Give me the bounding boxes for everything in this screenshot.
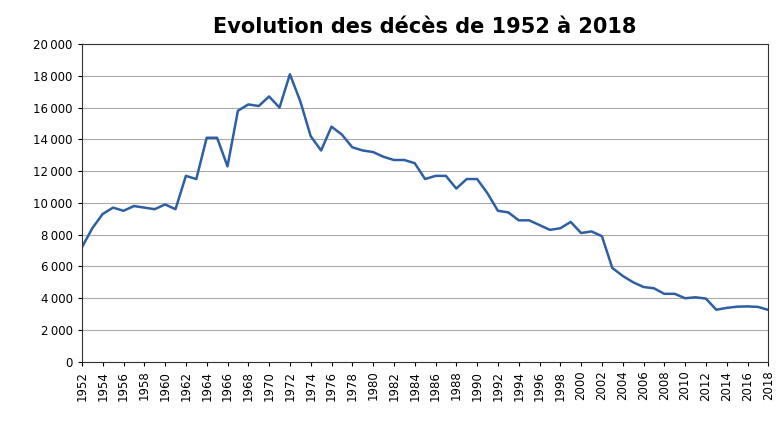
Title: Evolution des décès de 1952 à 2018: Evolution des décès de 1952 à 2018 [214, 17, 636, 37]
